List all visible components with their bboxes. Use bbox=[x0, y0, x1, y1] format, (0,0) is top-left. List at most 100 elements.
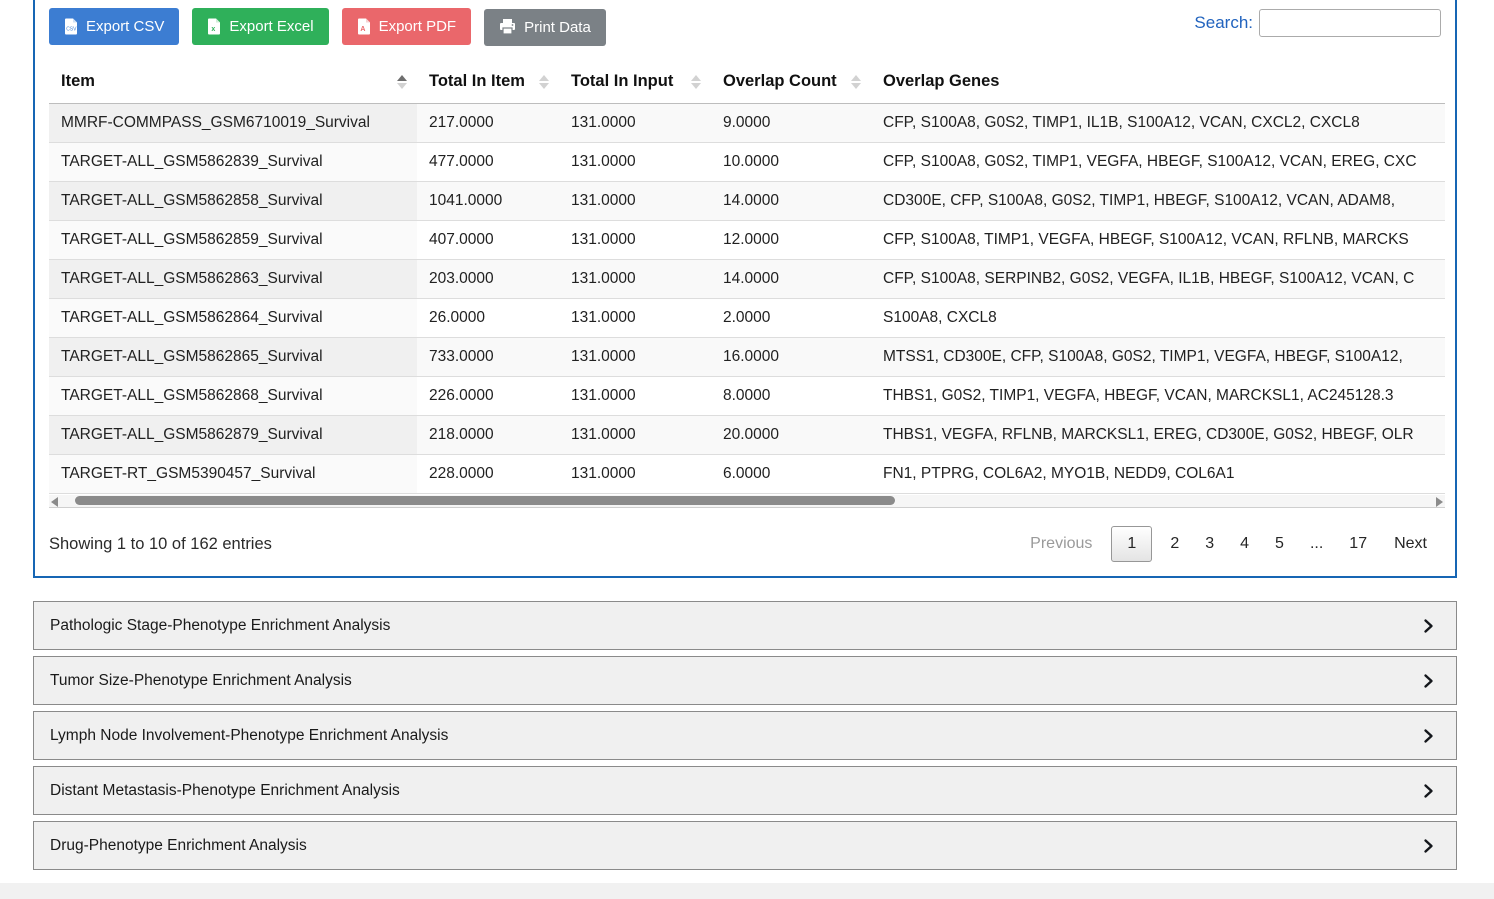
cell-genes: CD300E, CFP, S100A8, G0S2, TIMP1, HBEGF,… bbox=[871, 182, 1445, 221]
export-excel-button[interactable]: x Export Excel bbox=[192, 8, 328, 45]
pagination-page-4[interactable]: 4 bbox=[1227, 527, 1262, 561]
column-header-oc[interactable]: Overlap Count bbox=[711, 60, 871, 104]
pagination: Previous12345...17Next bbox=[1016, 526, 1441, 562]
table-row: TARGET-ALL_GSM5862868_Survival226.000013… bbox=[49, 377, 1445, 416]
cell-tin: 131.0000 bbox=[559, 299, 711, 338]
accordion-item-drug[interactable]: Drug-Phenotype Enrichment Analysis bbox=[33, 821, 1457, 870]
column-header-genes: Overlap Genes bbox=[871, 60, 1445, 104]
pagination-page-5[interactable]: 5 bbox=[1262, 527, 1297, 561]
pagination-page-1[interactable]: 1 bbox=[1111, 526, 1152, 562]
cell-oc: 9.0000 bbox=[711, 104, 871, 143]
cell-oc: 14.0000 bbox=[711, 182, 871, 221]
pagination-previous[interactable]: Previous bbox=[1016, 527, 1106, 561]
file-csv-icon: CSV bbox=[64, 18, 78, 35]
svg-text:A: A bbox=[360, 26, 365, 33]
search-control: Search: bbox=[1194, 8, 1441, 37]
accordion-item-tumor-size[interactable]: Tumor Size-Phenotype Enrichment Analysis bbox=[33, 656, 1457, 705]
cell-item: TARGET-ALL_GSM5862839_Survival bbox=[49, 143, 417, 182]
pagination-page-2[interactable]: 2 bbox=[1157, 527, 1192, 561]
svg-text:CSV: CSV bbox=[66, 27, 77, 33]
cell-genes: THBS1, VEGFA, RFLNB, MARCKSL1, EREG, CD3… bbox=[871, 416, 1445, 455]
chevron-right-icon bbox=[1423, 838, 1434, 854]
column-header-tii[interactable]: Total In Item bbox=[417, 60, 559, 104]
table-row: TARGET-ALL_GSM5862863_Survival203.000013… bbox=[49, 260, 1445, 299]
search-input[interactable] bbox=[1259, 9, 1441, 37]
cell-tin: 131.0000 bbox=[559, 455, 711, 494]
chevron-right-icon bbox=[1423, 728, 1434, 744]
cell-genes: CFP, S100A8, SERPINB2, G0S2, VEGFA, IL1B… bbox=[871, 260, 1445, 299]
cell-tii: 217.0000 bbox=[417, 104, 559, 143]
search-label: Search: bbox=[1194, 13, 1253, 33]
accordion-label: Drug-Phenotype Enrichment Analysis bbox=[50, 837, 307, 855]
cell-tin: 131.0000 bbox=[559, 260, 711, 299]
cell-oc: 10.0000 bbox=[711, 143, 871, 182]
cell-oc: 6.0000 bbox=[711, 455, 871, 494]
cell-item: TARGET-ALL_GSM5862879_Survival bbox=[49, 416, 417, 455]
column-header-item[interactable]: Item bbox=[49, 60, 417, 104]
data-table-wrap: Item Total In Item Total In Input Overlap C… bbox=[49, 60, 1445, 494]
column-label: Total In Input bbox=[571, 72, 673, 91]
cell-item: TARGET-ALL_GSM5862865_Survival bbox=[49, 338, 417, 377]
cell-oc: 12.0000 bbox=[711, 221, 871, 260]
sort-arrows-icon bbox=[539, 75, 549, 89]
pagination-page-3[interactable]: 3 bbox=[1192, 527, 1227, 561]
accordion-label: Lymph Node Involvement-Phenotype Enrichm… bbox=[50, 727, 448, 745]
button-label: Print Data bbox=[524, 19, 591, 36]
cell-item: TARGET-ALL_GSM5862864_Survival bbox=[49, 299, 417, 338]
accordion-item-distant-metastasis[interactable]: Distant Metastasis-Phenotype Enrichment … bbox=[33, 766, 1457, 815]
export-pdf-button[interactable]: AExport PDF bbox=[342, 8, 472, 45]
cell-item: TARGET-ALL_GSM5862859_Survival bbox=[49, 221, 417, 260]
pagination-next[interactable]: Next bbox=[1380, 527, 1441, 561]
cell-tii: 203.0000 bbox=[417, 260, 559, 299]
accordion-label: Tumor Size-Phenotype Enrichment Analysis bbox=[50, 672, 352, 690]
cell-tii: 477.0000 bbox=[417, 143, 559, 182]
column-label: Overlap Count bbox=[723, 72, 837, 91]
chevron-right-icon bbox=[1423, 673, 1434, 689]
cell-tin: 131.0000 bbox=[559, 338, 711, 377]
accordion-label: Distant Metastasis-Phenotype Enrichment … bbox=[50, 782, 400, 800]
bottom-strip bbox=[0, 883, 1494, 899]
accordion-item-pathologic-stage[interactable]: Pathologic Stage-Phenotype Enrichment An… bbox=[33, 601, 1457, 650]
cell-item: TARGET-RT_GSM5390457_Survival bbox=[49, 455, 417, 494]
cell-tii: 226.0000 bbox=[417, 377, 559, 416]
cell-tin: 131.0000 bbox=[559, 104, 711, 143]
button-label: Export Excel bbox=[229, 18, 313, 35]
analysis-accordion: Pathologic Stage-Phenotype Enrichment An… bbox=[33, 601, 1457, 876]
table-footer: Showing 1 to 10 of 162 entries Previous1… bbox=[49, 526, 1441, 562]
cell-oc: 20.0000 bbox=[711, 416, 871, 455]
file-pdf-icon: A bbox=[357, 18, 371, 35]
scroll-right-arrow-icon[interactable] bbox=[1436, 497, 1443, 507]
cell-tin: 131.0000 bbox=[559, 143, 711, 182]
cell-oc: 2.0000 bbox=[711, 299, 871, 338]
svg-text:x: x bbox=[212, 26, 216, 33]
enrichment-table-panel: CSVExport CSV x Export Excel AExport PDF Pri… bbox=[33, 0, 1457, 578]
horizontal-scrollbar[interactable] bbox=[49, 495, 1445, 508]
pagination-page-17[interactable]: 17 bbox=[1336, 527, 1380, 561]
table-header: Item Total In Item Total In Input Overlap C… bbox=[49, 60, 1445, 104]
scrollbar-thumb[interactable] bbox=[75, 496, 895, 505]
cell-tii: 26.0000 bbox=[417, 299, 559, 338]
cell-tii: 218.0000 bbox=[417, 416, 559, 455]
export-csv-button[interactable]: CSVExport CSV bbox=[49, 8, 179, 45]
cell-tii: 1041.0000 bbox=[417, 182, 559, 221]
table-body: MMRF-COMMPASS_GSM6710019_Survival217.000… bbox=[49, 104, 1445, 494]
print-data-button[interactable]: Print Data bbox=[484, 9, 606, 46]
column-header-tin[interactable]: Total In Input bbox=[559, 60, 711, 104]
cell-item: MMRF-COMMPASS_GSM6710019_Survival bbox=[49, 104, 417, 143]
column-label: Item bbox=[61, 72, 95, 91]
column-label: Overlap Genes bbox=[883, 72, 999, 91]
scroll-left-arrow-icon[interactable] bbox=[51, 497, 58, 507]
cell-tin: 131.0000 bbox=[559, 221, 711, 260]
cell-genes: MTSS1, CD300E, CFP, S100A8, G0S2, TIMP1,… bbox=[871, 338, 1445, 377]
sort-arrows-icon bbox=[397, 75, 407, 89]
cell-tin: 131.0000 bbox=[559, 182, 711, 221]
accordion-item-lymph-node-involvement[interactable]: Lymph Node Involvement-Phenotype Enrichm… bbox=[33, 711, 1457, 760]
sort-arrows-icon bbox=[851, 75, 861, 89]
entries-info: Showing 1 to 10 of 162 entries bbox=[49, 535, 272, 554]
column-label: Total In Item bbox=[429, 72, 525, 91]
cell-item: TARGET-ALL_GSM5862858_Survival bbox=[49, 182, 417, 221]
cell-item: TARGET-ALL_GSM5862863_Survival bbox=[49, 260, 417, 299]
table-row: TARGET-ALL_GSM5862839_Survival477.000013… bbox=[49, 143, 1445, 182]
table-row: MMRF-COMMPASS_GSM6710019_Survival217.000… bbox=[49, 104, 1445, 143]
table-row: TARGET-ALL_GSM5862879_Survival218.000013… bbox=[49, 416, 1445, 455]
